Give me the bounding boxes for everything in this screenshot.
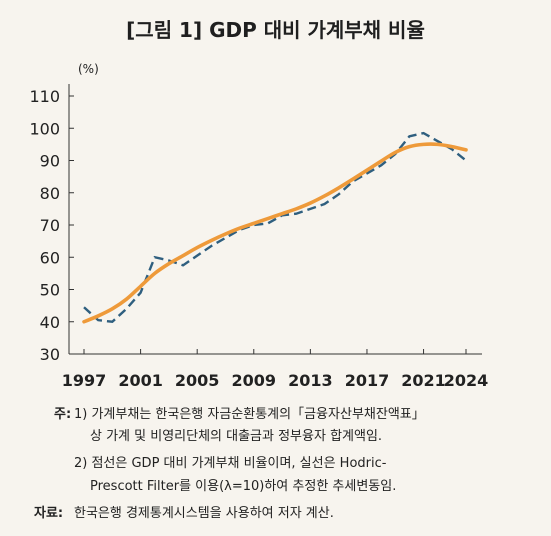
line-chart: (%) 30 40 50 60 70 80 90 100 110 1997 2001 2005 200… — [29, 62, 489, 390]
y-tick-label: 40 — [40, 313, 60, 332]
series-line-trend — [82, 142, 468, 324]
source-text: 한국은행 경제통계시스템을 사용하여 저자 계산. — [74, 506, 334, 521]
x-tick-label: 2017 — [345, 371, 390, 390]
note-2-line-2: Prescott Filter를 이용(λ=10)하여 추정한 추세변동임. — [90, 479, 397, 494]
y-tick-label: 30 — [40, 345, 60, 364]
note-1-line-2: 상 가계 및 비영리단체의 대출금과 정부융자 합계액임. — [90, 429, 383, 444]
y-axis-unit-label: (%) — [78, 62, 99, 76]
y-tick-label: 90 — [40, 152, 60, 171]
x-tick-label: 2005 — [175, 371, 220, 390]
x-tick-label: 2021 — [401, 371, 446, 390]
x-tick-label: 2009 — [232, 371, 277, 390]
x-tick-label: 1997 — [62, 371, 107, 390]
y-tick-label: 60 — [40, 248, 60, 267]
x-tick-label: 2013 — [288, 371, 333, 390]
series-layer — [82, 131, 468, 324]
chart-title: [그림 1] GDP 대비 가계부채 비율 — [126, 18, 425, 42]
source-label: 자료: — [34, 506, 64, 521]
series-line-dashed — [83, 131, 467, 324]
note-2-line-1: 2) 점선은 GDP 대비 가계부채 비율이며, 실선은 Hodric- — [74, 456, 387, 471]
x-tick-label: 2024 — [444, 371, 489, 390]
y-axis-ticks: 30 40 50 60 70 80 90 100 110 — [29, 87, 74, 364]
y-tick-label: 50 — [40, 281, 60, 300]
note-1-line-1: 1) 가계부채는 한국은행 자금순환통계의「금융자산부채잔액표」 — [74, 407, 425, 422]
y-tick-label: 80 — [40, 184, 60, 203]
x-tick-label: 2001 — [118, 371, 163, 390]
y-tick-label: 100 — [29, 119, 60, 138]
y-tick-label: 70 — [40, 216, 60, 235]
note-label: 주: — [54, 407, 72, 422]
y-tick-label: 110 — [29, 87, 60, 106]
